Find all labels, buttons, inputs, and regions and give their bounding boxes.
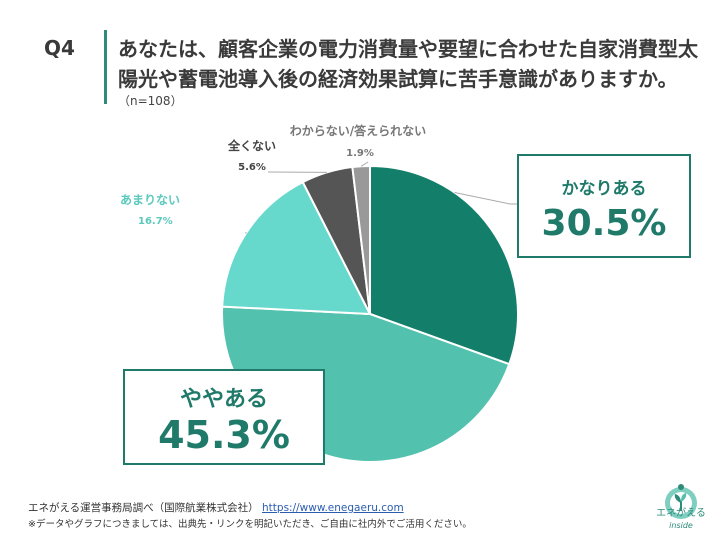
slice-value: 1.9% xyxy=(346,148,374,159)
sample-size: （n=108） xyxy=(118,94,183,108)
callout-label: かなりある xyxy=(561,179,647,199)
slice-label: 全くない xyxy=(227,138,276,153)
logo-line2: inside xyxy=(669,521,693,530)
slice-label: あまりない xyxy=(120,193,180,207)
callout-kanari-aru: かなりある 30.5% xyxy=(517,154,691,258)
callout-yaya-aru: ややある 45.3% xyxy=(123,369,325,465)
source-link[interactable]: https://www.enegaeru.com xyxy=(262,502,404,514)
source-credit: エネがえる運営事務局調べ（国際航業株式会社） https://www.enega… xyxy=(28,500,404,515)
question-number: Q4 xyxy=(44,36,75,60)
slice-value: 5.6% xyxy=(238,162,266,173)
brand-logo: エネがえる inside xyxy=(646,508,716,532)
leader-line xyxy=(360,161,369,167)
callout-value: 30.5% xyxy=(541,203,667,244)
callout-label: ややある xyxy=(179,387,268,412)
usage-note: ※データやグラフにつきましては、出典先・リンクを明記いただき、ご自由に社内外でご… xyxy=(28,519,472,530)
globe-sprout-icon xyxy=(665,484,697,519)
slice-value: 16.7% xyxy=(138,216,173,227)
leader-line xyxy=(454,192,517,205)
question-title: あなたは、顧客企業の電力消費量や要望に合わせた自家消費型太陽光や蓄電池導入後の経… xyxy=(118,37,698,91)
pie-slice xyxy=(369,164,519,366)
slice-label: わからない/答えられない xyxy=(290,123,426,138)
source-text: エネがえる運営事務局調べ（国際航業株式会社） xyxy=(28,502,259,514)
logo-line1: エネがえる xyxy=(656,508,706,519)
title-accent-bar xyxy=(104,30,107,104)
callout-value: 45.3% xyxy=(158,413,290,457)
pie-slice xyxy=(221,180,372,316)
